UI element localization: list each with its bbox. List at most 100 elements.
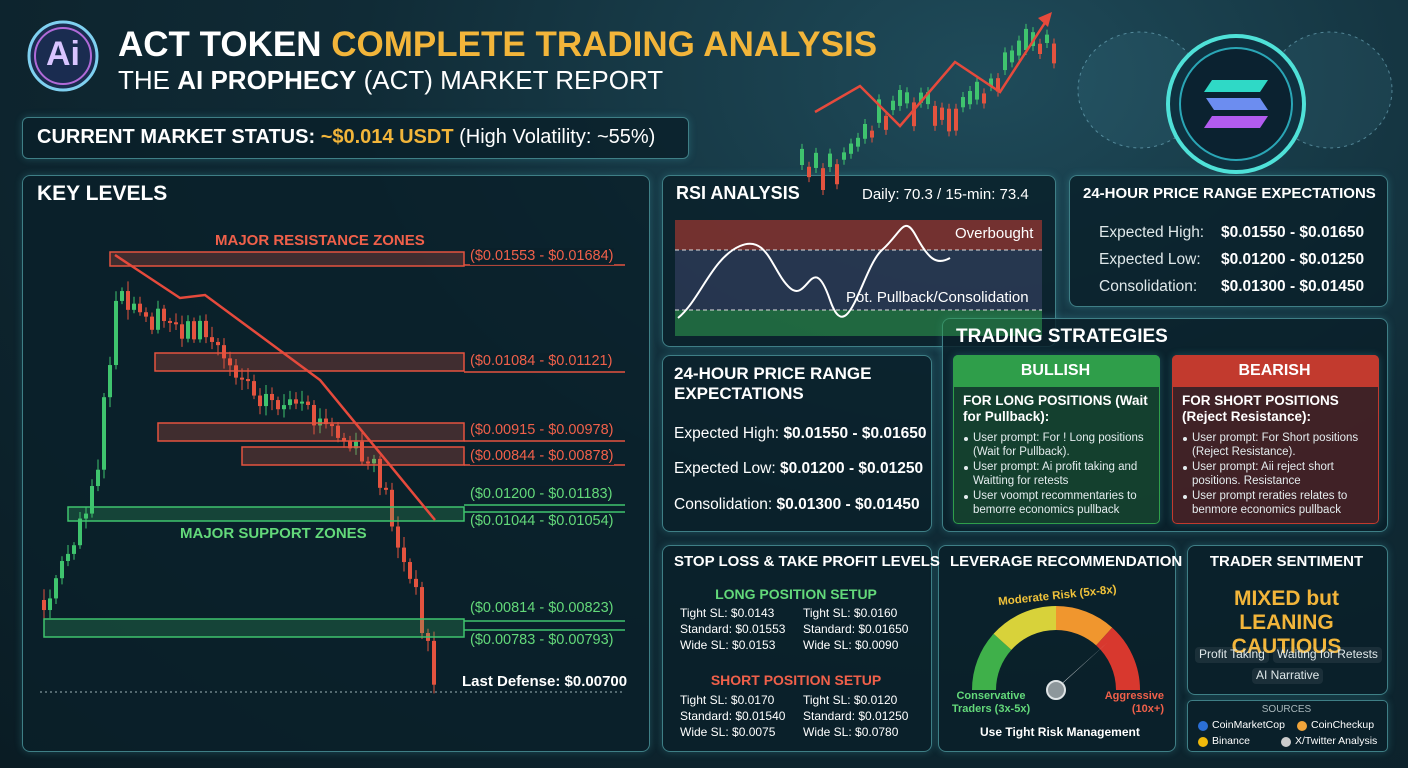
deco-candle xyxy=(919,92,923,103)
deco-candle xyxy=(1017,40,1021,56)
rsi-label: Overbought xyxy=(955,225,1034,242)
deco-candle xyxy=(996,78,1000,92)
level-label: ($0.00915 - $0.00978) xyxy=(470,422,614,439)
rsi-readings: Daily: 70.3 / 15-min: 73.4 xyxy=(862,186,1029,203)
text-part: THE xyxy=(118,65,170,95)
level-label: ($0.01084 - $0.01121) xyxy=(470,353,613,370)
range-value: $0.01300 - $0.01450 xyxy=(1221,278,1365,295)
deco-brain xyxy=(1267,31,1393,149)
text-part: but xyxy=(1306,587,1339,610)
strategy-bullet: User prompt: For ! Long positions (Wait … xyxy=(964,432,1148,460)
deco-brain xyxy=(1077,31,1203,149)
deco-candle xyxy=(891,100,895,111)
deco-candle xyxy=(849,143,853,154)
token-bar xyxy=(1204,80,1268,92)
strategy-header xyxy=(953,355,1160,387)
deco-candle xyxy=(912,102,916,127)
zone-label: MAJOR SUPPORT ZONES xyxy=(180,525,367,542)
deco-candle xyxy=(828,153,832,167)
card-title: TRADER SENTIMENT xyxy=(1209,553,1364,570)
setup-title: SHORT POSITION SETUP xyxy=(710,672,882,688)
text-part: Expected High: xyxy=(674,425,780,442)
status-box xyxy=(22,117,689,159)
text-part: MIXED xyxy=(1233,587,1301,610)
deco-candle xyxy=(1024,28,1028,51)
deco-candle xyxy=(1045,34,1049,44)
sl-level: Wide SL: $0.0075 xyxy=(680,725,776,739)
card-title: 24-HOUR PRICE RANGE EXPECTATIONS xyxy=(1083,185,1376,202)
sl-level: Wide SL: $0.0153 xyxy=(680,638,776,652)
level-label: ($0.01553 - $0.01684) xyxy=(470,248,614,265)
deco-candle xyxy=(1010,50,1014,63)
market-status: CURRENT MARKET STATUS: ~$0.014 USDT (Hig… xyxy=(37,126,655,149)
level-label: ($0.01044 - $0.01054) xyxy=(470,513,614,530)
deco-candle xyxy=(898,90,902,106)
stop-loss-card xyxy=(662,545,932,752)
sl-level: Standard: $0.01250 xyxy=(803,709,909,723)
text-part: ~$0.014 USDT xyxy=(320,126,454,148)
text-part: (ACT) MARKET REPORT xyxy=(363,65,664,95)
source-name: X/Twitter Analysis xyxy=(1295,735,1378,747)
deco-candle xyxy=(933,105,937,126)
level-label: ($0.00783 - $0.00793) xyxy=(470,632,614,649)
range-card xyxy=(662,355,932,532)
range-label: Expected High: xyxy=(1099,224,1205,241)
last-defense: Last Defense: $0.00700 xyxy=(462,673,628,690)
token-inner xyxy=(1179,47,1293,161)
leverage-card xyxy=(938,545,1176,752)
deco-candle xyxy=(961,97,965,108)
text-part: $0.01200 - $0.01250 xyxy=(780,460,924,477)
deco-candle xyxy=(1038,43,1042,55)
range-label: Expected Low: xyxy=(1099,251,1201,268)
range-row: Expected High: $0.01550 - $0.01650 xyxy=(674,425,927,443)
range-row: Consolidation: $0.01300 - $0.01450 xyxy=(674,496,920,514)
text-part: AI PROPHECY xyxy=(177,65,357,95)
level-label: ($0.00814 - $0.00823) xyxy=(470,600,614,617)
title: ACT TOKEN COMPLETE TRADING ANALYSIS xyxy=(118,25,877,65)
strategy-label: BULLISH xyxy=(1020,362,1091,379)
strategy-bullet: User prompt: Ai profit taking and Waitti… xyxy=(964,461,1148,489)
sentiment-tag: Profit Taking xyxy=(1195,647,1269,663)
deco-candle xyxy=(989,78,993,87)
deco-candle xyxy=(926,92,930,105)
card-title: TRADING STRATEGIES xyxy=(956,326,1168,347)
deco-arrow-head xyxy=(1038,12,1052,27)
sentiment-verdict: MIXED but LEANING CAUTIOUS xyxy=(1187,587,1386,659)
deco-candle xyxy=(842,152,846,160)
gauge-label: Conservative Traders (3x-5x) xyxy=(951,690,1031,715)
text-part: Consolidation: xyxy=(674,496,773,513)
level-label: ($0.00844 - $0.00878) xyxy=(470,448,614,465)
card-title: RSI ANALYSIS xyxy=(676,183,800,203)
deco-candle xyxy=(800,148,804,165)
deco-candle xyxy=(947,108,951,132)
token-glow xyxy=(1166,34,1306,174)
source-name: CoinMarketCop xyxy=(1212,719,1285,731)
source-name: CoinCheckup xyxy=(1311,719,1375,731)
text-part: COMPLETE TRADING ANALYSIS xyxy=(331,25,878,64)
deco-candle xyxy=(982,93,986,104)
level-label: ($0.01200 - $0.01183) xyxy=(470,486,613,503)
text-part: $0.01550 - $0.01650 xyxy=(783,425,927,442)
deco-candle xyxy=(1052,43,1056,64)
range-value: $0.01550 - $0.01650 xyxy=(1221,224,1365,241)
strategy-heading: FOR SHORT POSITIONS (Reject Resistance): xyxy=(1182,393,1339,424)
sentiment-tag: Waiting for Retests xyxy=(1273,647,1382,663)
sentiment-card xyxy=(1187,545,1388,695)
text-part: (High Volatility: ~55%) xyxy=(459,126,656,148)
deco-candle xyxy=(856,137,860,147)
subtitle: THE AI PROPHECY (ACT) MARKET REPORT xyxy=(118,65,664,96)
deco-candle xyxy=(940,107,944,120)
strategy-header xyxy=(1172,355,1379,387)
rsi-label: Pot. Pullback/Consolidation xyxy=(846,289,1029,306)
text-part: Expected Low: xyxy=(674,460,776,477)
source-name: Binance xyxy=(1212,735,1250,747)
deco-candle xyxy=(877,99,881,123)
sl-level: Wide SL: $0.0780 xyxy=(803,725,899,739)
range-value: $0.01200 - $0.01250 xyxy=(1221,251,1365,268)
deco-candle xyxy=(905,92,909,104)
card-title: STOP LOSS & TAKE PROFIT LEVELS xyxy=(674,553,940,570)
strategy-bullet: User prompt reraties relates to benmore … xyxy=(1183,490,1367,518)
text-part: $0.01300 - $0.01450 xyxy=(776,496,920,513)
